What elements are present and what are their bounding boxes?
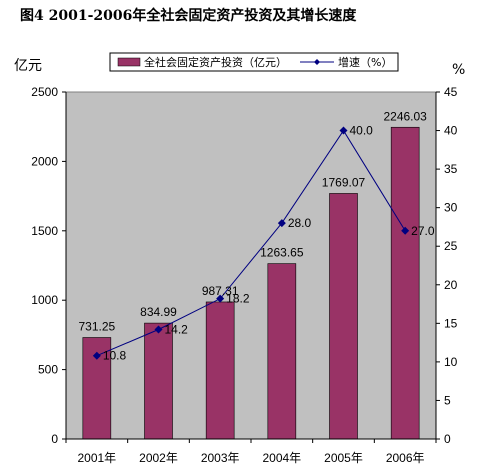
right-tick-label-5: 25: [444, 239, 458, 253]
legend: 全社会固定资产投资（亿元） 增速（%）: [109, 52, 399, 72]
growth-value-label-2: 18.2: [226, 292, 250, 306]
bar-4: [329, 193, 358, 440]
x-tick-label-3: 2004年: [262, 451, 301, 465]
bar-2: [205, 301, 235, 440]
right-axis-unit: %: [452, 62, 465, 78]
left-tick-label-1: 500: [38, 363, 58, 377]
x-tick-label-0: 2001年: [77, 451, 116, 465]
growth-point-4: [339, 126, 348, 135]
right-tick-label-7: 35: [444, 162, 458, 176]
plot-area: [65, 91, 437, 440]
right-tick-label-3: 15: [444, 316, 458, 330]
legend-bar-swatch: [117, 57, 141, 67]
right-tick-label-9: 45: [444, 85, 458, 99]
labels-layer: 731.25 834.99 987.31 1263.65 1769.07 2246.03 1…: [78, 109, 434, 362]
line-layer: [92, 126, 410, 360]
growth-value-label-4: 40.0: [350, 124, 374, 138]
left-tick-label-0: 0: [51, 432, 58, 446]
bar-value-label-1: 834.99: [140, 305, 177, 319]
x-tick-label-2: 2003年: [201, 451, 240, 465]
right-tick-label-0: 0: [444, 432, 451, 446]
growth-value-label-1: 14.2: [165, 323, 189, 337]
bar-value-label-2: 987.31: [202, 284, 239, 298]
left-tick-label-4: 2000: [31, 154, 58, 168]
bar-value-label-3: 1263.65: [260, 246, 304, 260]
left-tick-label-5: 2500: [31, 85, 58, 99]
bar-5: [390, 126, 420, 440]
left-axis-unit: 亿元: [14, 58, 42, 74]
bar-value-label-0: 731.25: [78, 320, 115, 334]
right-tick-label-4: 20: [444, 278, 458, 292]
growth-point-5: [401, 226, 410, 235]
bar-3: [267, 263, 297, 440]
growth-point-1: [154, 325, 163, 334]
legend-line-label: 增速（%）: [338, 55, 392, 69]
left-tick-label-3: 1500: [31, 224, 58, 238]
chart-title: 图4 2001-2006年全社会固定资产投资及其增长速度: [20, 7, 357, 24]
x-tick-label-4: 2005年: [324, 451, 363, 465]
growth-line: [96, 129, 406, 357]
growth-value-label-3: 28.0: [288, 216, 312, 230]
growth-value-label-5: 27.0: [411, 224, 435, 238]
right-tick-label-1: 5: [444, 393, 451, 407]
growth-point-2: [216, 294, 225, 303]
axes-layer: 0 500 1000 1500 2000 2500 0 5 10 15 20 25 30 35 40 45 20…: [31, 85, 457, 465]
legend-line-marker: [314, 59, 320, 65]
growth-value-label-0: 10.8: [103, 349, 127, 363]
legend-box: [109, 52, 399, 72]
legend-bar-label: 全社会固定资产投资（亿元）: [144, 55, 287, 69]
growth-point-0: [92, 351, 101, 360]
right-tick-label-8: 40: [444, 124, 458, 138]
bar-value-label-5: 2246.03: [383, 109, 427, 123]
left-tick-label-2: 1000: [31, 293, 58, 307]
bar-1: [144, 322, 173, 440]
x-tick-label-1: 2002年: [139, 451, 178, 465]
right-tick-label-2: 10: [444, 355, 458, 369]
bar-value-label-4: 1769.07: [322, 175, 366, 189]
right-tick-label-6: 30: [444, 201, 458, 215]
growth-point-3: [277, 219, 286, 228]
x-tick-label-5: 2006年: [386, 451, 425, 465]
